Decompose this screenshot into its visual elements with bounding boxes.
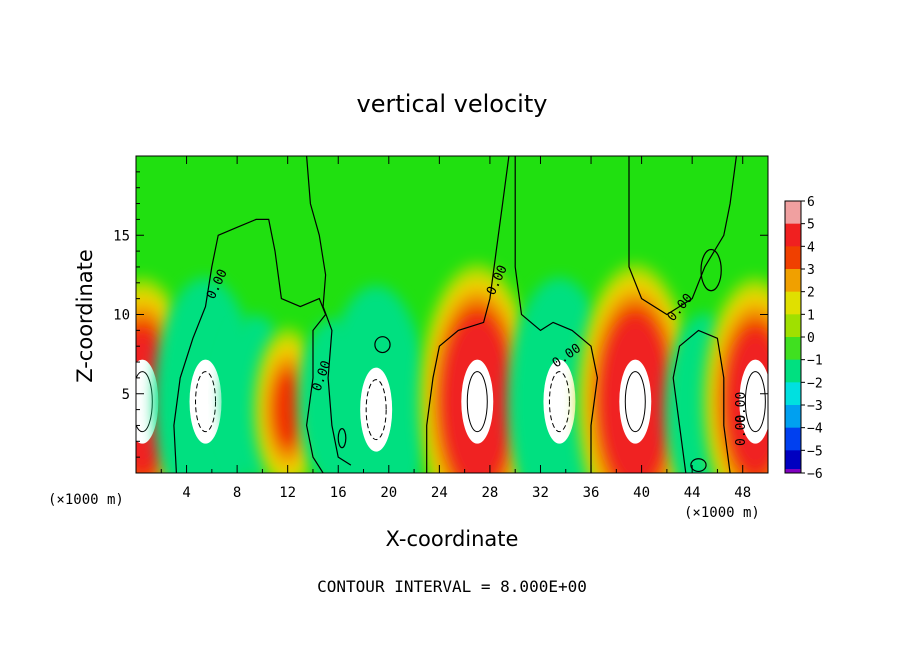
cell-contour xyxy=(624,371,646,433)
colorbar-tick-label: −4 xyxy=(807,422,823,437)
cell-contour xyxy=(744,371,766,433)
cell-core xyxy=(739,359,768,444)
x-tick-label: 4 xyxy=(182,485,190,501)
downdraft-cell xyxy=(324,285,429,473)
updraft-cell xyxy=(577,263,694,473)
contour-label: 0.00 xyxy=(734,415,749,446)
colorbar-band xyxy=(785,382,801,406)
colorbar-tick-label: −6 xyxy=(807,467,823,482)
y-tick-label: 15 xyxy=(113,228,130,244)
cell-contour xyxy=(365,379,387,441)
cell-core xyxy=(619,359,652,444)
colorbar-band xyxy=(785,469,801,473)
updraft-cell xyxy=(419,263,536,473)
cell-core xyxy=(461,359,494,444)
x-tick-label: 48 xyxy=(734,485,751,501)
y-axis-label: Z-coordinate xyxy=(73,249,97,383)
colorbar-band xyxy=(785,246,801,270)
x-tick-label: 12 xyxy=(279,485,296,501)
colorbar-band xyxy=(785,269,801,293)
x-tick-label: 32 xyxy=(532,485,549,501)
x-axis-label: X-coordinate xyxy=(386,527,519,551)
colorbar-band xyxy=(785,223,801,247)
x-tick-label: 44 xyxy=(684,485,701,501)
colorbar-tick-label: −3 xyxy=(807,399,823,414)
cell-level xyxy=(271,369,304,450)
closed-contour xyxy=(337,428,347,449)
zero-contour-line xyxy=(628,156,737,316)
contour-label: 0.00 xyxy=(734,392,749,423)
colorbar-band xyxy=(785,337,801,361)
colorbar-band xyxy=(785,291,801,315)
zero-contour-line xyxy=(173,218,327,473)
cell-core xyxy=(543,359,576,444)
colorbar-band xyxy=(785,201,801,225)
y-ticks: 5 10 15 xyxy=(113,171,768,458)
x-unit-label-right: (×1000 m) xyxy=(684,505,760,521)
colorbar-tick-label: 1 xyxy=(807,308,815,323)
colorbar-tick-label: −1 xyxy=(807,354,823,369)
x-tick-label: 24 xyxy=(431,485,448,501)
colorbar-tick-label: 4 xyxy=(807,240,815,255)
zero-contour-line xyxy=(672,329,731,473)
colorbar-band xyxy=(785,427,801,451)
closed-contour xyxy=(690,458,707,473)
cell-contour xyxy=(548,371,570,433)
zero-contour-line xyxy=(306,156,352,466)
colorbar-band xyxy=(785,314,801,338)
colorbar-tick-label: 6 xyxy=(807,195,815,210)
field-cells xyxy=(136,263,768,473)
zero-contour-line xyxy=(426,156,510,473)
x-tick-label: 8 xyxy=(233,485,241,501)
colorbar-tick-label: 2 xyxy=(807,286,815,301)
cell-core xyxy=(136,359,159,444)
zero-contours xyxy=(173,156,737,473)
zero-contour-line xyxy=(514,156,599,473)
downdraft-cell xyxy=(153,277,258,473)
cell-contour xyxy=(195,371,217,433)
y-tick-label: 10 xyxy=(113,308,130,324)
closed-contour xyxy=(374,336,391,354)
x-unit-label-left: (×1000 m) xyxy=(48,492,124,508)
x-tick-label: 36 xyxy=(583,485,600,501)
colorbar: 6 5 4 3 2 1 0 −1 −2 −3 −4 −5 −6 xyxy=(784,195,823,482)
cell-contour xyxy=(466,371,488,433)
colorbar-tick-label: 5 xyxy=(807,218,815,233)
contour-interval-text: CONTOUR INTERVAL = 8.000E+00 xyxy=(317,577,587,596)
updraft-cell xyxy=(703,277,768,473)
chart-title: vertical velocity xyxy=(357,90,548,118)
colorbar-tick-label: 3 xyxy=(807,263,815,278)
colorbar-tick-label: −2 xyxy=(807,376,823,391)
y-tick-label: 5 xyxy=(122,387,130,403)
colorbar-band xyxy=(785,359,801,383)
closed-contour xyxy=(700,248,722,292)
cell-contour xyxy=(136,371,153,433)
colorbar-tick-label: 0 xyxy=(807,331,815,346)
cell-core xyxy=(360,367,393,452)
colorbar-tick-label: −5 xyxy=(807,444,823,459)
colorbar-band xyxy=(785,405,801,429)
x-tick-label: 20 xyxy=(380,485,397,501)
x-tick-label: 40 xyxy=(633,485,650,501)
cell-core xyxy=(189,359,222,444)
x-ticks: 4 8 12 16 20 24 28 32 36 40 44 48 xyxy=(160,156,751,501)
x-tick-label: 16 xyxy=(330,485,347,501)
colorbar-band xyxy=(785,450,801,474)
x-tick-label: 28 xyxy=(481,485,498,501)
